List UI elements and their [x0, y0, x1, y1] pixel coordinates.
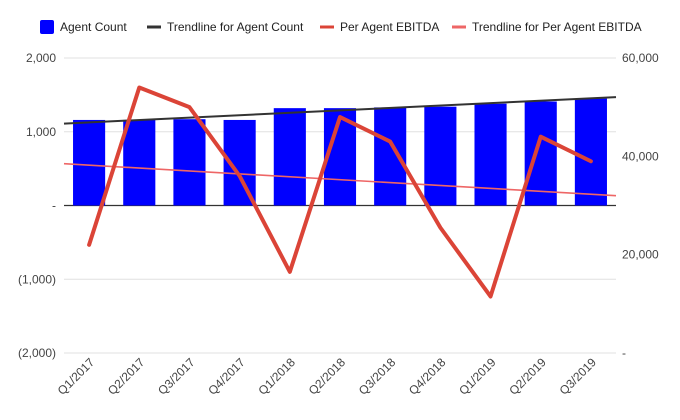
bar [474, 103, 507, 206]
bar [574, 98, 607, 206]
bar [73, 119, 106, 206]
bar [424, 106, 457, 206]
right-tick-label: 60,000 [622, 51, 659, 65]
trendline [63, 96, 617, 125]
right-tick-label: 40,000 [622, 149, 659, 163]
x-tick-label: Q4/2018 [406, 355, 449, 398]
left-tick-label: - [52, 199, 56, 213]
right-tick-label: 20,000 [622, 248, 659, 262]
legend-label: Agent Count [60, 20, 127, 34]
x-tick-label: Q3/2019 [557, 355, 600, 398]
x-tick-label: Q2/2017 [105, 355, 148, 398]
x-tick-label: Q1/2017 [55, 355, 98, 398]
bar [374, 107, 407, 206]
x-tick-label: Q3/2018 [356, 355, 399, 398]
legend-swatch [40, 20, 54, 34]
series-line [87, 85, 593, 299]
bar [173, 119, 206, 206]
legend-label: Trendline for Per Agent EBITDA [472, 20, 642, 34]
legend-label: Per Agent EBITDA [340, 20, 439, 34]
x-tick-label: Q3/2017 [155, 355, 198, 398]
bar [123, 119, 156, 206]
bar [524, 101, 557, 206]
bar [273, 108, 306, 206]
x-tick-label: Q2/2019 [506, 355, 549, 398]
legend-label: Trendline for Agent Count [167, 20, 304, 34]
left-tick-label: 2,000 [26, 51, 56, 65]
x-tick-label: Q2/2018 [306, 355, 349, 398]
x-tick-label: Q1/2018 [255, 355, 298, 398]
x-tick-label: Q1/2019 [456, 355, 499, 398]
left-tick-label: (2,000) [18, 346, 56, 360]
x-tick-label: Q4/2017 [205, 355, 248, 398]
left-tick-label: 1,000 [26, 125, 56, 139]
left-tick-label: (1,000) [18, 272, 56, 286]
right-tick-label: - [622, 346, 626, 360]
